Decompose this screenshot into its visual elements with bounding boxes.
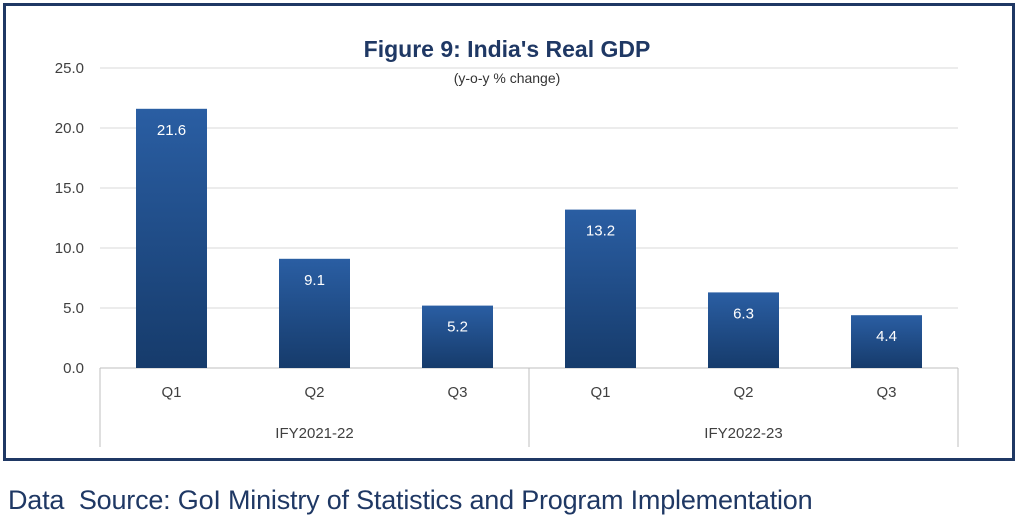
y-tick-label: 15.0 <box>55 180 84 197</box>
bar-data-label: 4.4 <box>876 328 897 345</box>
bar <box>708 292 779 368</box>
y-tick-label: 25.0 <box>55 60 84 77</box>
x-group-label: IFY2021-22 <box>275 425 353 442</box>
bar <box>851 315 922 368</box>
chart-frame: 0.0 5.0 10.0 15.0 20.0 25.0 21.6 Q1 9.1 Q2 5.2 Q3 IF… <box>3 3 1015 461</box>
bar <box>136 108 207 369</box>
x-category-label: Q3 <box>876 384 896 401</box>
x-category-label: Q1 <box>590 384 610 401</box>
x-group-label: IFY2022-23 <box>704 425 782 442</box>
y-tick-label: 5.0 <box>63 300 84 317</box>
y-tick-label: 20.0 <box>55 120 84 137</box>
bar-data-label: 13.2 <box>586 223 615 240</box>
bar <box>565 209 636 368</box>
data-source-note: Data Source: GoI Ministry of Statistics … <box>8 485 813 515</box>
chart-title: Figure 9: India's Real GDP <box>364 36 651 62</box>
x-category-label: Q3 <box>447 384 467 401</box>
bar <box>422 305 493 368</box>
x-category-label: Q1 <box>161 384 181 401</box>
x-category-label: Q2 <box>733 384 753 401</box>
bar-chart: 0.0 5.0 10.0 15.0 20.0 25.0 21.6 Q1 9.1 Q2 5.2 Q3 IF… <box>55 36 959 447</box>
bar-data-label: 6.3 <box>733 305 754 322</box>
bar <box>279 258 350 368</box>
y-tick-label: 10.0 <box>55 240 84 257</box>
x-category-label: Q2 <box>304 384 324 401</box>
chart-subtitle: (y-o-y % change) <box>454 70 561 86</box>
y-tick-label: 0.0 <box>63 360 84 377</box>
bar-data-label: 9.1 <box>304 272 325 289</box>
bar-data-label: 21.6 <box>157 122 186 139</box>
bar-data-label: 5.2 <box>447 319 468 336</box>
